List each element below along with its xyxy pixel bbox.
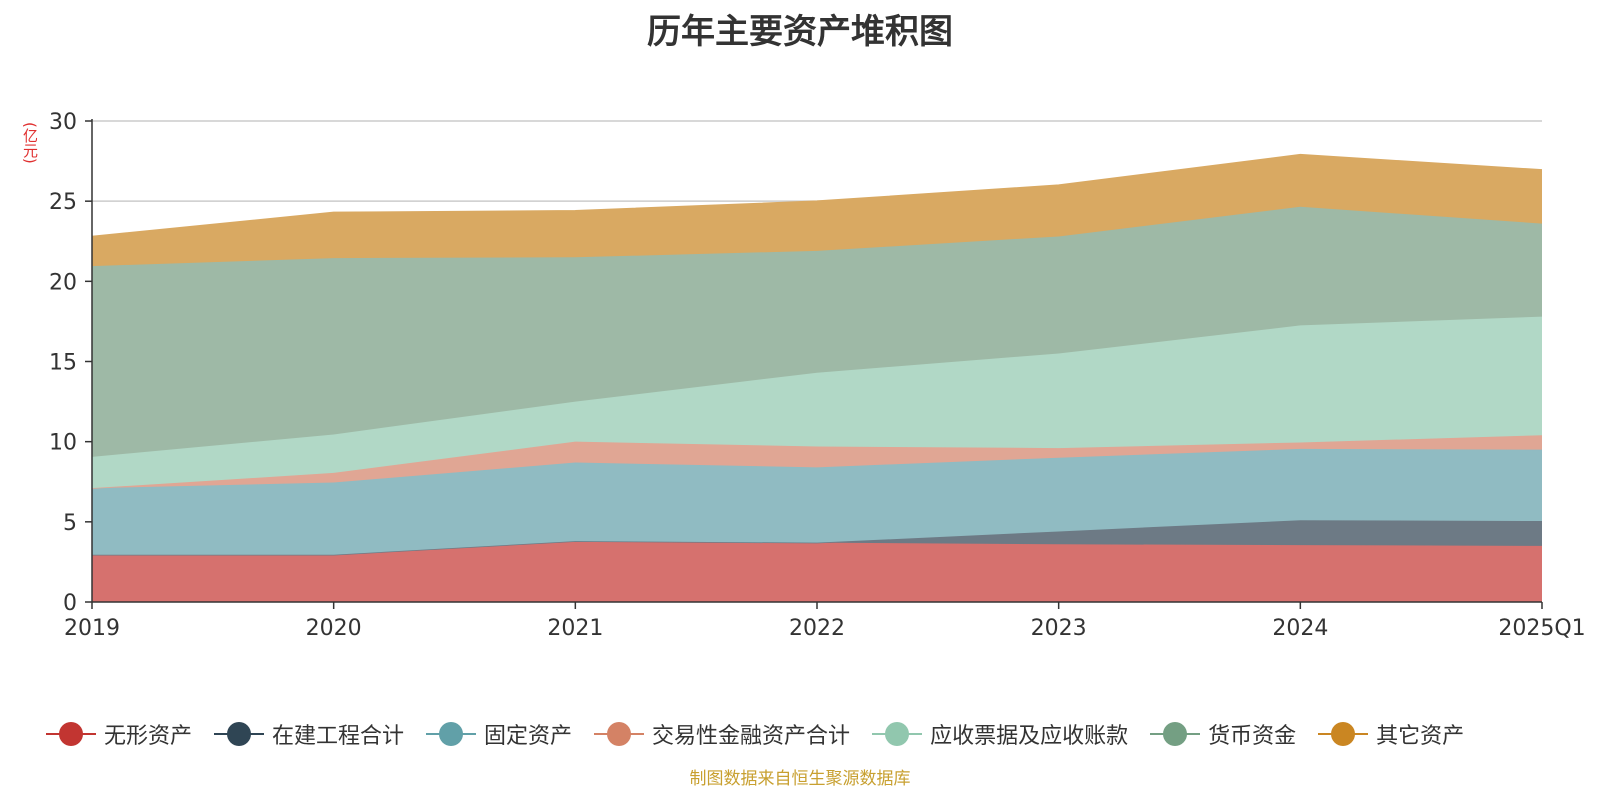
x-tick-label: 2022 [789,616,845,641]
y-tick-label: 5 [63,511,77,536]
legend-label: 应收票据及应收账款 [930,724,1129,749]
legend-item[interactable]: 固定资产 [426,718,572,750]
area-series-1[interactable] [92,520,1542,555]
legend-marker-icon [46,722,96,746]
legend-label: 在建工程合计 [272,724,405,749]
area-series-4[interactable] [92,316,1542,489]
y-tick-label: 15 [49,351,77,376]
y-axis-unit-label: (亿元) [21,122,39,164]
area-series-5[interactable] [92,206,1542,457]
legend-marker-icon [426,722,477,746]
area-series-6-edge [91,153,1543,238]
legend-marker-icon [872,722,923,746]
x-tick-label: 2020 [306,616,362,641]
x-tick-label: 2021 [547,616,603,641]
data-source-note: 制图数据来自恒生聚源数据库 [689,769,911,789]
y-tick-label: 25 [49,190,77,215]
legend-marker-icon [594,722,645,746]
chart-title: 历年主要资产堆积图 [647,12,953,52]
legend-marker-icon [214,722,265,746]
area-series-3[interactable] [92,435,1542,489]
area-series-6[interactable] [92,154,1542,267]
axes: 0 5 10 15 20 25 30 2019 2020 2021 2022 2023 2024 2025… [49,110,1586,641]
legend-item[interactable]: 在建工程合计 [214,718,404,750]
y-tick-label: 0 [63,591,77,616]
legend-item[interactable]: 应收票据及应收账款 [872,718,1128,750]
legend-item[interactable]: 其它资产 [1318,718,1464,750]
legend-label: 无形资产 [104,724,193,749]
y-tick-label: 20 [49,270,77,295]
y-tick-label: 10 [49,431,77,456]
area-layers [91,153,1543,602]
x-tick-label: 2019 [64,616,120,641]
legend-marker-icon [1150,722,1201,746]
legend-label: 交易性金融资产合计 [652,724,851,749]
x-tick-label: 2024 [1272,616,1328,641]
x-tick-label: 2023 [1031,616,1087,641]
y-tick-label: 30 [49,110,77,135]
stacked-area-chart: 0 5 10 15 20 25 30 2019 2020 2021 2022 2023 2024 2025… [49,110,1586,641]
legend: 无形资产 在建工程合计 固定资产 交易性金融资产合计 应收票据及应收账款 货币资金 其它资产 [46,718,1586,750]
legend-label: 固定资产 [484,724,573,749]
legend-item[interactable]: 交易性金融资产合计 [594,718,850,750]
legend-label: 其它资产 [1376,724,1465,749]
legend-label: 货币资金 [1208,724,1297,749]
x-tick-label: 2025Q1 [1498,616,1585,641]
legend-marker-icon [1318,722,1369,746]
area-series-0[interactable] [92,541,1542,602]
legend-item[interactable]: 货币资金 [1150,718,1296,750]
legend-item[interactable]: 无形资产 [46,718,192,750]
area-series-2[interactable] [92,448,1542,555]
